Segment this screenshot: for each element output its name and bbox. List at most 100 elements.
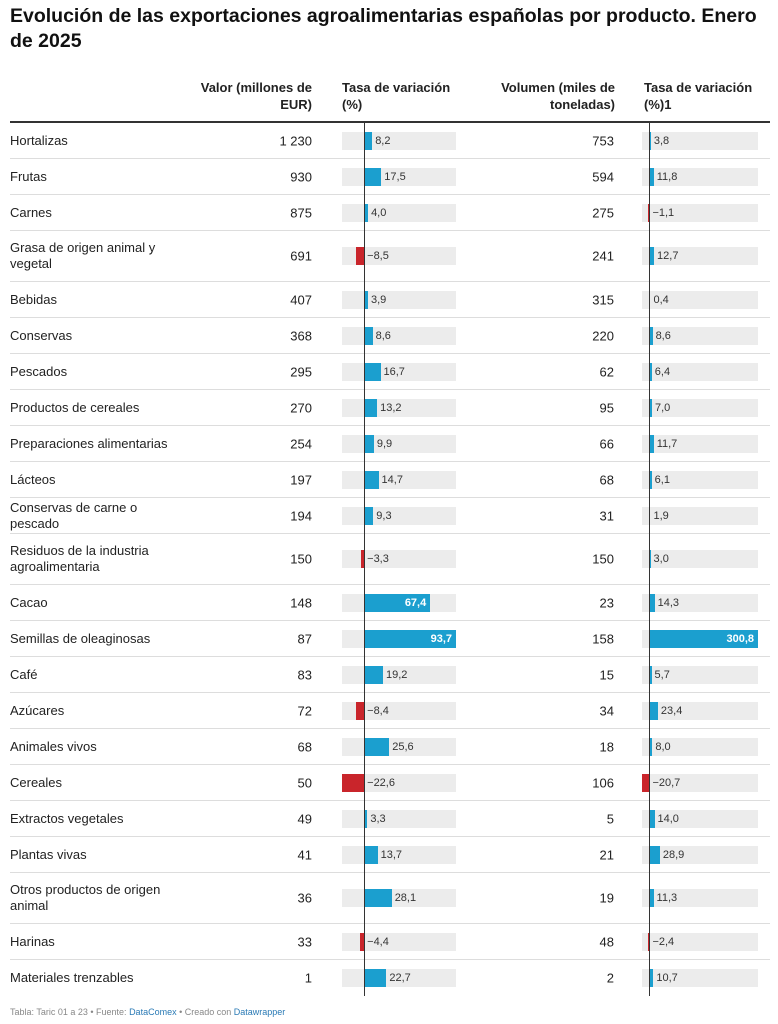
bar-track: 10,7 — [642, 968, 758, 987]
bar-negative — [648, 932, 650, 951]
bar-negative — [648, 203, 650, 222]
product-name: Residuos de la industria agroalimentaria — [10, 543, 149, 574]
value-cell: 83 — [297, 667, 312, 682]
bar-positive — [364, 809, 368, 828]
bar-positive — [649, 362, 652, 381]
product-name: Animales vivos — [10, 738, 97, 754]
bar-label: 8,6 — [655, 329, 671, 342]
bar-label: 3,0 — [653, 553, 669, 565]
bar-track: 300,8 — [642, 629, 758, 648]
bar-track: 8,2 — [342, 131, 456, 150]
source-link[interactable]: DataComex — [129, 1007, 177, 1017]
bar-label: 14,0 — [657, 812, 679, 825]
bar-positive — [649, 593, 655, 612]
bar-track: 14,0 — [642, 809, 758, 828]
bar-positive — [364, 362, 381, 381]
bar-positive — [364, 398, 378, 417]
bar-track: 14,7 — [342, 470, 456, 489]
bar-track: 7,0 — [642, 398, 758, 417]
bar-track: 6,4 — [642, 362, 758, 381]
bar-label: 16,7 — [383, 365, 405, 378]
header-rate-volume-line2: (%)1 — [644, 97, 672, 112]
header-volume-line2: toneladas) — [549, 97, 615, 112]
bar-label: −8,4 — [367, 704, 389, 717]
header-rate-volume[interactable]: Tasa de variación (%)1 — [644, 79, 774, 113]
bar-positive — [364, 506, 374, 525]
product-name: Bebidas — [10, 291, 57, 307]
bar-label: 6,1 — [654, 473, 670, 486]
table-row: Café 83 19,2 15 5,7 — [10, 657, 770, 693]
value-cell: 930 — [290, 169, 312, 184]
table-row: Frutas 930 17,5 594 11,8 — [10, 159, 770, 195]
bar-positive — [649, 968, 654, 987]
product-name: Pescados — [10, 363, 68, 379]
bar-track: 9,9 — [342, 434, 456, 453]
header-value[interactable]: Valor (millones de EUR) — [180, 79, 312, 113]
product-name: Grasa de origen animal y vegetal — [10, 240, 156, 271]
bar-positive — [649, 701, 658, 720]
table-row: Productos de cereales 270 13,2 95 7,0 — [10, 390, 770, 426]
bar-track: −8,5 — [342, 247, 456, 265]
bar-label: 9,3 — [376, 509, 392, 522]
table-row: Conservas 368 8,6 220 8,6 — [10, 318, 770, 354]
volume-cell: 48 — [599, 934, 614, 949]
volume-cell: 19 — [599, 890, 614, 906]
header-volume[interactable]: Volumen (miles de toneladas) — [480, 79, 615, 113]
bar-label: 93,7 — [430, 632, 452, 645]
bar-track: 8,6 — [642, 326, 758, 345]
value-cell: 36 — [297, 890, 312, 906]
bar-label: 25,6 — [392, 740, 414, 753]
bar-track: −8,4 — [342, 701, 456, 720]
table-row: Grasa de origen animal y vegetal 691 −8,5 2… — [10, 231, 770, 282]
bar-label: 28,9 — [662, 848, 685, 861]
bar-track: 17,5 — [342, 167, 456, 186]
volume-cell: 62 — [599, 364, 614, 379]
volume-cell: 158 — [592, 631, 614, 646]
bar-positive — [364, 593, 431, 612]
bar-label: 7,0 — [654, 401, 671, 414]
bar-positive — [649, 629, 758, 648]
product-name: Conservas — [10, 327, 73, 343]
bar-label: 8,6 — [375, 329, 391, 342]
product-name: Conservas de carne o pescado — [10, 499, 138, 531]
table-row: Cereales 50 −22,6 106 −20,7 — [10, 765, 770, 801]
table-row: Hortalizas 1 230 8,2 753 3,8 — [10, 123, 770, 159]
chart-title: Evolución de las exportaciones agroalime… — [10, 5, 757, 52]
bar-positive — [364, 434, 374, 453]
bar-track: 93,7 — [342, 629, 456, 648]
bar-track: 11,3 — [642, 889, 758, 907]
value-cell: 33 — [297, 934, 312, 949]
bar-positive — [649, 247, 655, 265]
bar-negative — [360, 550, 365, 568]
value-cell: 1 230 — [279, 133, 312, 148]
bar-track: 13,7 — [342, 845, 456, 864]
table-row: Otros productos de origen animal 36 28,1 19… — [10, 873, 770, 924]
bar-positive — [364, 889, 392, 907]
value-cell: 194 — [290, 508, 312, 523]
bar-track: 8,6 — [342, 326, 456, 345]
bar-positive — [364, 968, 387, 987]
bar-track: 3,3 — [342, 809, 456, 828]
table-row: Cacao 148 67,4 23 14,3 — [10, 585, 770, 621]
bar-positive — [364, 290, 368, 309]
footer: Tabla: Taric 01 a 23 • Fuente: DataComex… — [10, 1007, 285, 1017]
bar-label: 17,5 — [384, 170, 406, 183]
header-rate-value[interactable]: Tasa de variación (%) — [342, 79, 472, 113]
bar-label: 14,3 — [657, 596, 680, 609]
bar-positive — [364, 665, 383, 684]
bar-label: 8,2 — [375, 134, 391, 147]
volume-cell: 106 — [592, 775, 614, 790]
bar-label: 6,4 — [654, 365, 671, 378]
bar-track: 11,8 — [642, 167, 758, 186]
bar-label: 3,8 — [653, 134, 670, 147]
bar-label: 22,7 — [389, 971, 411, 984]
datawrapper-link[interactable]: Datawrapper — [233, 1007, 286, 1017]
bar-positive — [649, 845, 660, 864]
bar-negative — [359, 932, 365, 951]
volume-cell: 275 — [592, 205, 614, 220]
product-name: Preparaciones alimentarias — [10, 435, 168, 451]
value-cell: 691 — [290, 248, 312, 264]
bar-track: 28,1 — [342, 889, 456, 907]
header-value-line2: EUR) — [280, 97, 312, 112]
bar-track: 9,3 — [342, 506, 456, 525]
